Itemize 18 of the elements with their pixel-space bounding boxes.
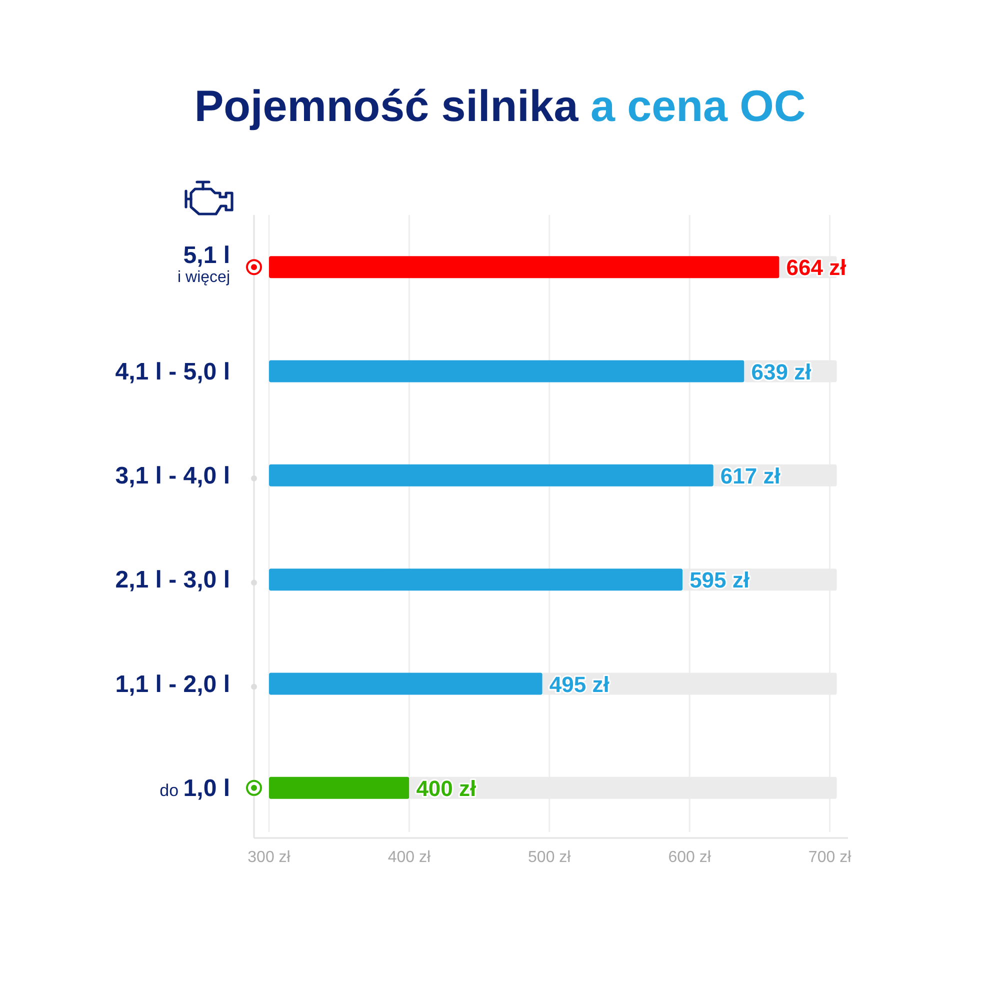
- y-tick-label: 4,1 l - 5,0 l: [115, 358, 230, 386]
- y-tick-label: do 1,0 l: [160, 774, 230, 802]
- data-label: 639 zł: [751, 359, 812, 384]
- x-tick-label: 400 zł: [388, 849, 431, 866]
- x-tick-label: 600 zł: [668, 849, 712, 866]
- x-tick-label: 700 zł: [808, 849, 852, 866]
- chart-title: Pojemność silnika a cena OC: [194, 82, 806, 131]
- data-label: 595 zł: [690, 568, 750, 593]
- data-label: 617 zł: [720, 463, 780, 488]
- y-tick-label: 1,1 l - 2,0 l: [115, 670, 230, 698]
- x-tick-label: 500 zł: [528, 849, 572, 866]
- data-label: 495 zł: [549, 672, 610, 697]
- data-label: 664 zł: [786, 255, 846, 280]
- y-tick-label: 5,1 l i więcej: [178, 242, 230, 286]
- data-label: 400 zł: [416, 776, 476, 801]
- x-tick-label: 300 zł: [248, 849, 291, 866]
- y-tick-label: 2,1 l - 3,0 l: [115, 566, 230, 594]
- y-tick-label: 3,1 l - 4,0 l: [115, 462, 230, 490]
